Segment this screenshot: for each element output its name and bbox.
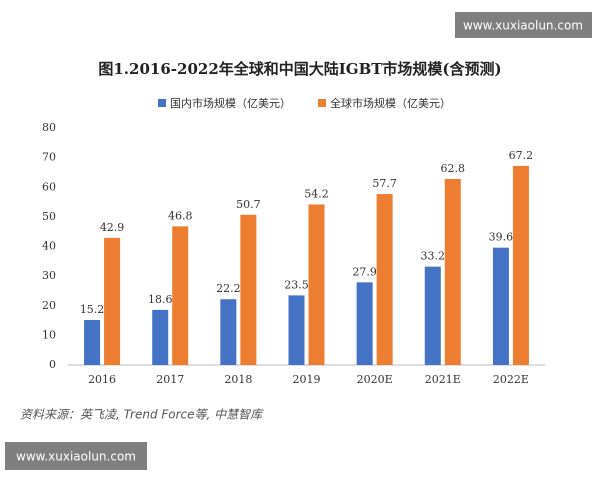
value-label: 54.2	[304, 187, 329, 200]
bar	[104, 237, 121, 365]
value-label: 57.7	[372, 177, 397, 190]
y-tick-label: 40	[42, 240, 56, 253]
y-tick-label: 60	[42, 180, 56, 193]
value-label: 50.7	[236, 198, 261, 211]
y-tick-label: 70	[42, 151, 56, 164]
value-label: 15.2	[80, 303, 105, 316]
bar	[240, 214, 257, 365]
y-tick-label: 10	[42, 328, 56, 341]
legend-swatch	[158, 99, 166, 107]
legend-label: 全球市场规模（亿美元）	[330, 96, 451, 110]
x-tick-label: 2017	[156, 373, 184, 386]
value-label: 33.2	[421, 250, 446, 263]
value-label: 18.6	[148, 293, 173, 306]
watermark-box	[455, 12, 592, 38]
chart-title: 图1.2016-2022年全球和中国大陆IGBT市场规模(含预测)	[98, 60, 501, 78]
value-label: 39.6	[489, 231, 514, 244]
value-label: 46.8	[168, 209, 193, 222]
legend-label: 国内市场规模（亿美元）	[170, 96, 291, 110]
bar	[152, 309, 169, 365]
bar	[308, 204, 325, 365]
source-note: 资料来源：英飞凌, Trend Force等, 中慧智库	[20, 408, 264, 422]
bar	[172, 226, 189, 365]
bar	[376, 194, 393, 365]
watermark: www.xuxiaolun.com	[463, 19, 583, 33]
bar	[492, 247, 509, 365]
y-tick-label: 50	[42, 210, 56, 223]
x-tick-label: 2018	[224, 373, 252, 386]
x-tick-label: 2021E	[425, 373, 461, 386]
x-tick-label: 2016	[88, 373, 116, 386]
y-tick-label: 30	[42, 269, 56, 282]
bar	[220, 299, 237, 365]
value-label: 67.2	[509, 149, 534, 162]
value-label: 27.9	[352, 265, 377, 278]
y-tick-label: 20	[42, 299, 56, 312]
x-tick-label: 2019	[293, 373, 321, 386]
bar	[512, 165, 529, 365]
bar	[84, 319, 101, 365]
bar	[444, 178, 461, 365]
x-tick-label: 2022E	[493, 373, 529, 386]
value-label: 62.8	[441, 162, 466, 175]
value-label: 22.2	[216, 282, 241, 295]
bar	[356, 282, 373, 365]
watermark: www.xuxiaolun.com	[16, 450, 136, 464]
y-tick-label: 80	[42, 121, 56, 134]
x-tick-label: 2020E	[357, 373, 393, 386]
value-label: 23.5	[284, 278, 309, 291]
legend-swatch	[318, 99, 326, 107]
watermark-box	[5, 442, 147, 470]
bar	[288, 295, 305, 365]
value-label: 42.9	[100, 221, 125, 234]
y-tick-label: 0	[49, 358, 56, 371]
bar	[424, 266, 441, 365]
